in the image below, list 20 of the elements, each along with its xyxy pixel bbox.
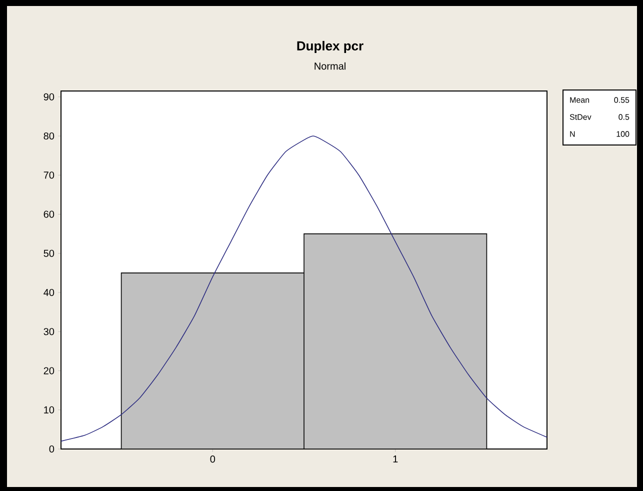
chart-subtitle: Normal [314,62,346,70]
chart-title: Duplex pcr [297,40,364,54]
text: 100 [616,131,630,137]
y-tick-label: 50 [44,250,54,257]
text: 0.5 [618,114,630,120]
text: Mean [570,97,590,103]
text: N [570,131,575,137]
y-tick-label: 10 [44,406,54,414]
y-tick-label: 80 [44,132,54,140]
y-tick-label: 90 [44,93,54,100]
y-tick-label: 70 [44,172,54,179]
text: StDev [570,114,592,120]
y-tick-label: 40 [44,288,54,296]
y-tick-label: 30 [44,328,54,336]
text: 0.55 [614,97,630,103]
x-tick-label: 1 [393,456,398,462]
y-tick-label: 20 [44,367,54,374]
y-tick-label: 60 [44,210,54,218]
line-series [61,136,548,442]
y-tick-label: 0 [49,445,54,453]
